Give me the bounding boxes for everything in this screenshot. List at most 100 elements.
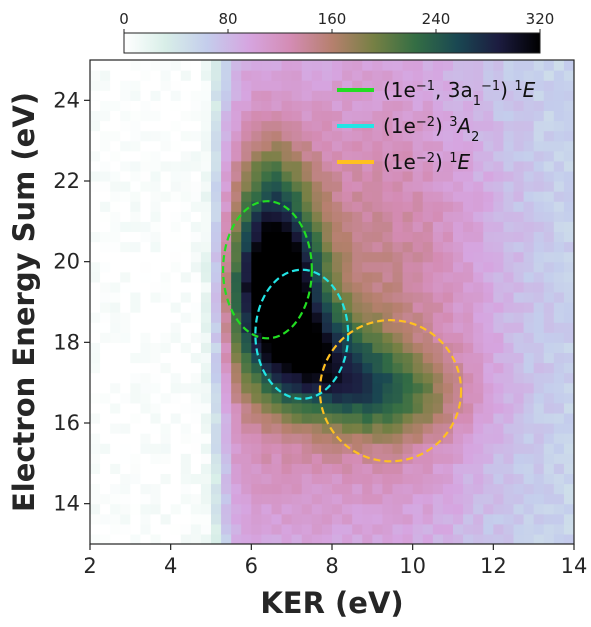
heatmap-cell [180, 80, 192, 91]
heatmap-cell [442, 342, 454, 354]
heatmap-cell [342, 140, 353, 152]
heatmap-cell [291, 231, 303, 243]
heatmap-cell [110, 251, 121, 263]
heatmap-cell [140, 463, 152, 475]
heatmap-cell [392, 241, 404, 253]
heatmap-cell [392, 221, 404, 233]
heatmap-cell [422, 201, 434, 212]
heatmap-cell [170, 352, 182, 364]
heatmap-cell [140, 181, 152, 192]
heatmap-cell [543, 433, 555, 444]
x-tick-label: 8 [325, 554, 338, 578]
heatmap-cell [402, 312, 414, 323]
heatmap-cell [221, 281, 232, 293]
heatmap-cell [442, 191, 454, 202]
y-tick-label: 14 [53, 492, 80, 516]
heatmap-cell [110, 332, 121, 343]
heatmap-cell [261, 382, 273, 394]
heatmap-cell [100, 423, 111, 434]
heatmap-cell [533, 231, 545, 243]
heatmap-cell [352, 110, 363, 122]
heatmap-cell [493, 130, 505, 142]
heatmap-cell [362, 302, 373, 313]
heatmap-cell [513, 241, 525, 253]
heatmap-cell [90, 80, 101, 91]
heatmap-cell [110, 120, 121, 132]
heatmap-cell [190, 513, 202, 525]
heatmap-cell [170, 443, 182, 454]
heatmap-cell [301, 523, 313, 535]
heatmap-cell [503, 80, 515, 91]
heatmap-cell [301, 150, 313, 162]
heatmap-cell [523, 332, 535, 343]
heatmap-cell [402, 473, 414, 485]
heatmap-cell [291, 60, 303, 71]
heatmap-cell [311, 261, 323, 273]
heatmap-cell [100, 130, 111, 142]
heatmap-cell [382, 211, 394, 222]
heatmap-cell [301, 352, 313, 364]
heatmap-cell [493, 362, 505, 374]
heatmap-cell [473, 412, 484, 424]
heatmap-cell [402, 150, 414, 162]
heatmap-cell [412, 312, 424, 323]
heatmap-cell [422, 231, 434, 243]
heatmap-cell [513, 140, 525, 152]
heatmap-cell [170, 503, 182, 515]
heatmap-cell [311, 70, 323, 81]
heatmap-cell [170, 473, 182, 485]
heatmap-cell [241, 80, 252, 91]
heatmap-cell [291, 150, 303, 162]
heatmap-cell [543, 302, 555, 313]
heatmap-cell [180, 332, 192, 343]
y-axis-title: Electron Energy Sum (eV) [7, 92, 41, 512]
heatmap-cell [362, 60, 373, 71]
heatmap-cell [311, 312, 323, 323]
heatmap-cell [483, 90, 494, 101]
heatmap-cell [311, 60, 323, 71]
heatmap-cell [453, 211, 464, 222]
heatmap-cell [493, 332, 505, 343]
heatmap-cell [261, 392, 273, 404]
heatmap-cell [553, 372, 565, 384]
heatmap-cell [463, 90, 474, 101]
heatmap-cell [342, 513, 353, 525]
heatmap-cell [321, 70, 333, 81]
heatmap-cell [120, 130, 131, 142]
heatmap-cell [473, 281, 484, 293]
heatmap-cell [120, 191, 131, 202]
heatmap-cell [291, 513, 303, 525]
heatmap-cell [442, 372, 454, 384]
heatmap-cell [392, 483, 404, 495]
heatmap-cell [321, 100, 333, 112]
heatmap-cell [422, 372, 434, 384]
heatmap-cell [90, 181, 101, 192]
heatmap-cell [281, 362, 293, 374]
heatmap-cell [523, 191, 535, 202]
y-tick-label: 24 [53, 88, 80, 112]
heatmap-cell [553, 302, 565, 313]
heatmap-cell [523, 493, 535, 505]
heatmap-cell [281, 473, 293, 485]
heatmap-cell [311, 513, 323, 525]
heatmap-cell [332, 191, 343, 202]
heatmap-cell [382, 312, 394, 323]
heatmap-cell [130, 443, 142, 454]
heatmap-cell [221, 402, 232, 414]
heatmap-cell [130, 100, 142, 112]
heatmap-cell [291, 332, 303, 343]
heatmap-cell [392, 423, 404, 434]
heatmap-cell [332, 412, 343, 424]
heatmap-cell [130, 453, 142, 464]
heatmap-cell [251, 423, 263, 434]
heatmap-cell [463, 382, 474, 394]
heatmap-cell [281, 312, 293, 323]
heatmap-cell [140, 170, 152, 182]
heatmap-cell [221, 291, 232, 303]
heatmap-cell [160, 70, 172, 81]
heatmap-cell [130, 342, 142, 354]
heatmap-cell [493, 473, 505, 485]
heatmap-cell [190, 392, 202, 404]
heatmap-cell [221, 130, 232, 142]
heatmap-cell [533, 110, 545, 122]
